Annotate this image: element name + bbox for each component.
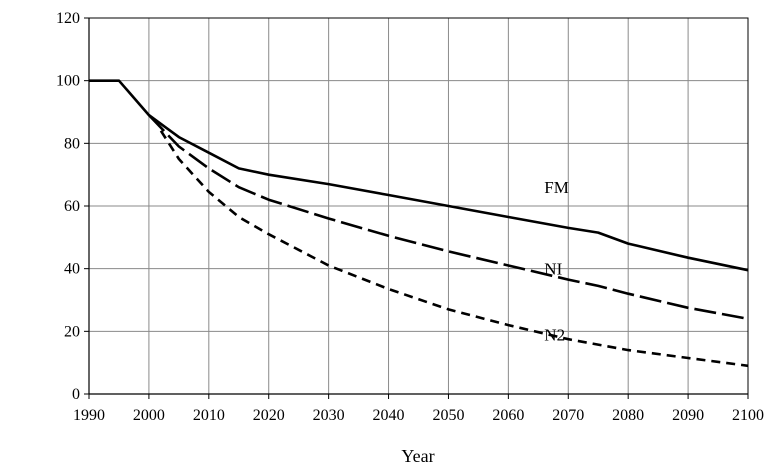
x-tick-label: 1990 <box>73 407 105 424</box>
series-annotations: FM NI N2 <box>544 178 569 344</box>
series-label-ni: NI <box>544 260 562 279</box>
x-tick-label: 2040 <box>373 407 405 424</box>
x-tick-label: 2060 <box>492 407 524 424</box>
y-tick-label: 0 <box>72 386 80 403</box>
tick-labels: 1990 2000 2010 2020 2030 2040 2050 2060 2070 2080… <box>56 10 764 424</box>
x-tick-label: 2050 <box>432 407 464 424</box>
series-label-n2: N2 <box>544 325 565 344</box>
x-axis-title: Year <box>401 446 434 466</box>
y-tick-label: 80 <box>64 135 80 152</box>
x-tick-label: 2020 <box>253 407 285 424</box>
y-tick-label: 20 <box>64 323 80 340</box>
series-lines <box>89 79 749 368</box>
y-tick-label: 60 <box>64 198 80 215</box>
y-tick-label: 100 <box>56 73 80 90</box>
x-tick-label: 2090 <box>672 407 704 424</box>
gridlines <box>88 17 749 395</box>
series-label-fm: FM <box>544 178 569 197</box>
x-tick-label: 2030 <box>313 407 345 424</box>
x-tick-label: 2010 <box>193 407 225 424</box>
y-tick-label: 120 <box>56 10 80 27</box>
x-tick-label: 2100 <box>732 407 764 424</box>
axes <box>84 17 749 399</box>
x-tick-label: 2000 <box>133 407 165 424</box>
series-line-ni <box>147 114 749 321</box>
y-tick-label: 40 <box>64 261 80 278</box>
series-line-fm <box>89 79 749 272</box>
series-line-n2 <box>159 130 749 368</box>
x-tick-label: 2080 <box>612 407 644 424</box>
x-tick-label: 2070 <box>552 407 584 424</box>
